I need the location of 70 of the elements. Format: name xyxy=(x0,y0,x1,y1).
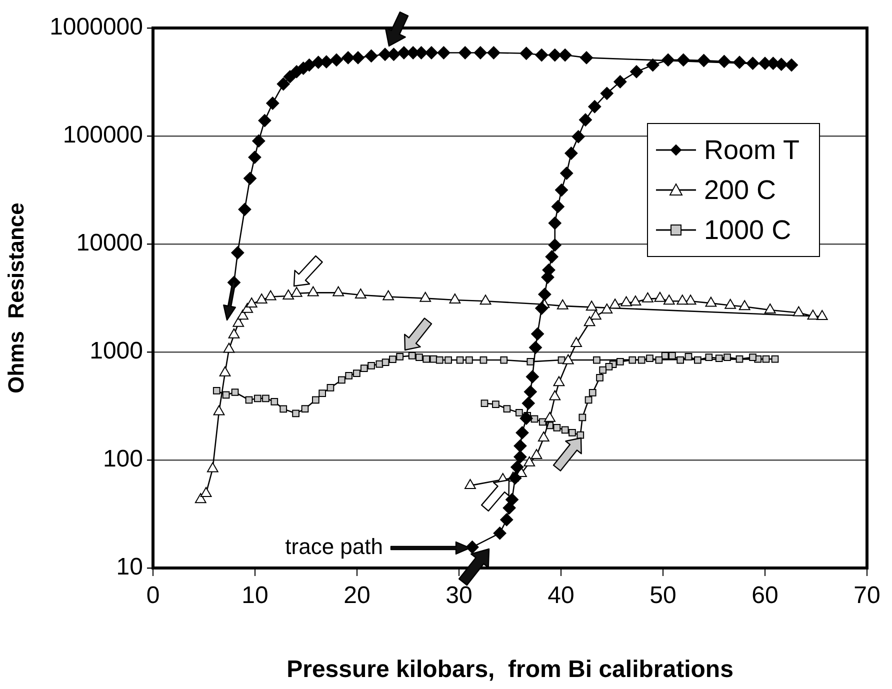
point xyxy=(544,412,556,422)
point xyxy=(332,286,344,296)
point xyxy=(807,310,819,320)
y-tick-label: 1000000 xyxy=(50,14,143,41)
annotation: trace path xyxy=(285,534,383,560)
point xyxy=(219,366,231,376)
y-tick-label: 100000 xyxy=(62,122,143,149)
point xyxy=(232,316,244,327)
point xyxy=(816,310,828,320)
point xyxy=(584,316,596,326)
point xyxy=(676,294,688,305)
y-tick-label: 1000 xyxy=(90,338,143,365)
point xyxy=(480,294,492,305)
point xyxy=(738,300,750,310)
point xyxy=(228,328,240,338)
point xyxy=(590,310,602,320)
point xyxy=(654,292,666,302)
point xyxy=(200,486,212,497)
x-tick-label: 60 xyxy=(752,582,778,610)
point xyxy=(792,306,804,316)
x-tick-label: 10 xyxy=(242,582,268,610)
point xyxy=(586,300,598,311)
point xyxy=(663,294,675,305)
point xyxy=(630,296,642,306)
point xyxy=(213,405,225,416)
point xyxy=(264,290,276,300)
x-tick-label: 20 xyxy=(344,582,370,610)
point xyxy=(246,298,258,308)
point xyxy=(562,354,574,364)
legend-label: Room T xyxy=(704,134,800,166)
point xyxy=(282,290,294,300)
point xyxy=(449,294,461,304)
point xyxy=(524,456,536,466)
legend-label: 1000 C xyxy=(704,214,792,246)
y-tick-label: 10 xyxy=(116,554,143,581)
point xyxy=(194,493,206,504)
x-tick-label: 0 xyxy=(146,582,160,610)
point xyxy=(764,303,776,314)
x-tick-label: 40 xyxy=(548,582,574,610)
point xyxy=(464,479,476,490)
point xyxy=(530,449,542,460)
point xyxy=(570,336,582,347)
x-tick-label: 70 xyxy=(854,582,880,610)
point xyxy=(620,296,632,306)
point xyxy=(642,292,654,302)
y-tick-label: 100 xyxy=(102,446,143,473)
point xyxy=(609,298,621,309)
point xyxy=(601,303,613,314)
point xyxy=(223,342,235,353)
point xyxy=(724,298,736,309)
x-tick-label: 50 xyxy=(650,582,676,610)
x-tick-label: 30 xyxy=(446,582,472,610)
point xyxy=(206,462,218,472)
point xyxy=(256,294,268,304)
point xyxy=(705,296,717,307)
point xyxy=(684,294,696,305)
point xyxy=(382,290,394,300)
point xyxy=(290,286,302,297)
point xyxy=(307,286,319,296)
y-tick-label: 10000 xyxy=(76,230,143,257)
point xyxy=(420,292,432,302)
legend-label: 200 C xyxy=(704,174,776,206)
point xyxy=(538,431,550,442)
x-axis-title: Pressure kilobars, from Bi calibrations xyxy=(286,656,734,684)
point xyxy=(354,288,366,299)
point xyxy=(237,310,248,320)
point xyxy=(549,390,561,400)
point xyxy=(556,299,568,310)
point xyxy=(553,376,565,386)
y-axis-title: Ohms Resistance xyxy=(3,202,28,394)
